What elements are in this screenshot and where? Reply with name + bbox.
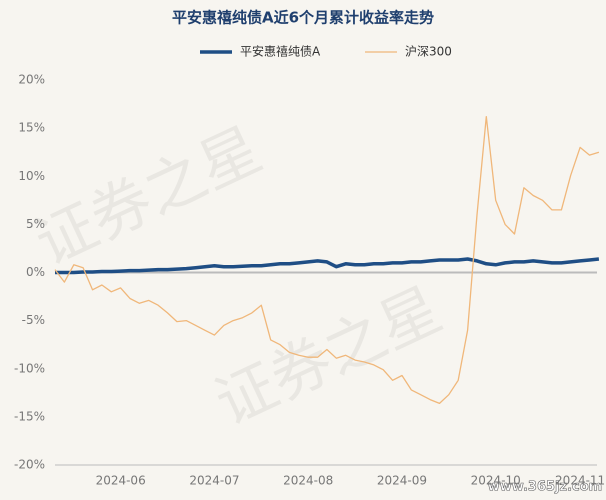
source: www.365jz.com	[488, 480, 602, 495]
y-tick-label: 10%	[18, 169, 45, 183]
legend-label: 平安惠禧纯债A	[240, 44, 321, 59]
watermark: 证券之星	[25, 114, 272, 279]
x-tick-label: 2024-09	[377, 474, 427, 488]
legend-label: 沪深300	[405, 45, 452, 59]
y-tick-label: 20%	[18, 73, 45, 87]
x-tick-label: 2024-06	[96, 474, 146, 488]
x-tick-label: 2024-10	[471, 474, 521, 488]
series-line	[54, 115, 600, 405]
y-tick-label: -5%	[22, 313, 45, 327]
y-tick-label: -10%	[14, 361, 45, 375]
x-tick-label: 2024-07	[189, 474, 239, 488]
y-tick-label: 5%	[26, 217, 45, 231]
x-tick-label: 2024-08	[283, 474, 333, 488]
watermark: 证券之星	[205, 274, 452, 439]
x-tick-label: 2024-11	[555, 474, 605, 488]
y-tick-label: 15%	[18, 121, 45, 135]
y-tick-label: -15%	[14, 409, 45, 423]
y-tick-label: 0%	[26, 265, 45, 279]
chart-title: 平安惠禧纯债A近6个月累计收益率走势	[172, 9, 434, 27]
y-tick-label: -20%	[14, 458, 45, 472]
series-line	[55, 257, 600, 275]
